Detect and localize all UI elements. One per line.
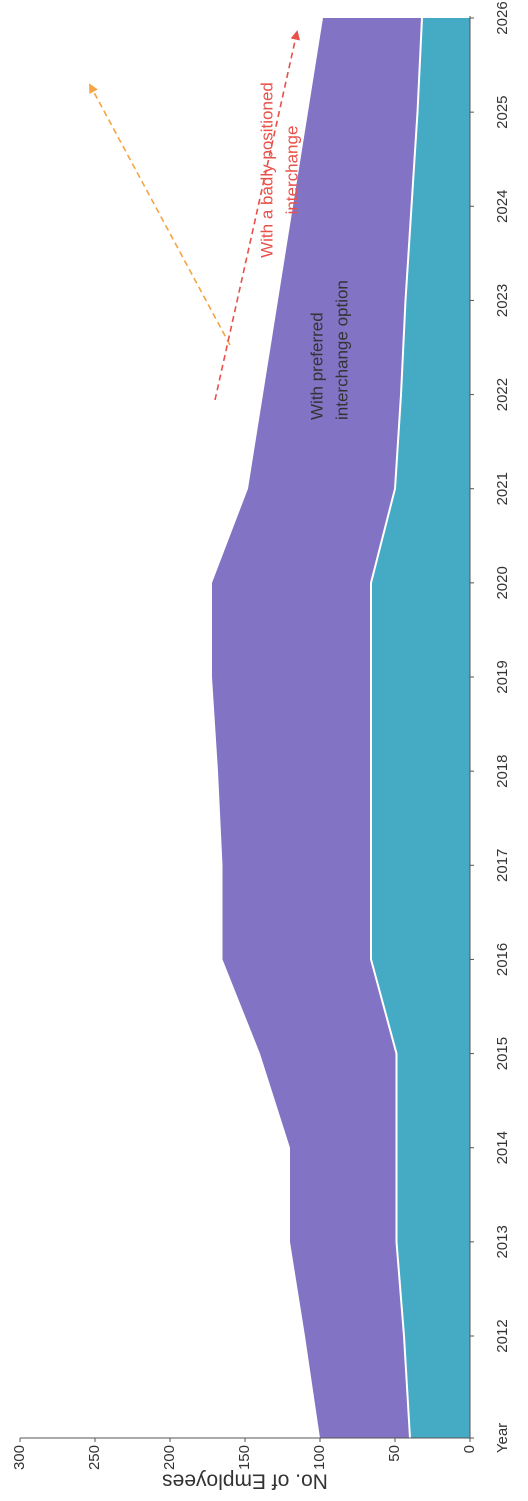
y-tick-label: 50 xyxy=(386,1445,403,1462)
x-tick-label: 2018 xyxy=(494,754,511,787)
annotation-text: interchange option xyxy=(332,280,351,420)
y-tick-label: 300 xyxy=(11,1445,28,1470)
x-tick-label: 2016 xyxy=(494,943,511,976)
x-tick-label: 2020 xyxy=(494,566,511,599)
x-tick-label: 2025 xyxy=(494,95,511,128)
rotated-plot: 0 50 100 150 200 250 300 No. of Employees Year 20… xyxy=(11,1,511,1492)
x-tick-label: Year xyxy=(494,1423,511,1453)
x-tick-label: 2024 xyxy=(494,190,511,223)
annotation-arrow xyxy=(89,83,231,346)
y-tick-label: 250 xyxy=(86,1445,103,1470)
annotation-text: With a badly positioned xyxy=(257,82,276,258)
x-tick-label: 2015 xyxy=(494,1037,511,1070)
y-tick-label: 200 xyxy=(161,1445,178,1470)
y-tick-label: 150 xyxy=(236,1445,253,1470)
annotation-arrow xyxy=(214,30,301,401)
x-tick-label: 2022 xyxy=(494,378,511,411)
y-tick-label: 100 xyxy=(311,1445,328,1470)
x-tick-label: 2023 xyxy=(494,284,511,317)
x-tick-label: 2019 xyxy=(494,660,511,693)
x-tick-label: 2012 xyxy=(494,1319,511,1352)
y-tick-label: 0 xyxy=(461,1445,478,1453)
x-tick-label: 2021 xyxy=(494,472,511,505)
area xyxy=(371,18,470,1438)
x-tick-label: 2017 xyxy=(494,849,511,882)
annotation-text: interchange xyxy=(282,126,301,215)
x-tick-label: 2013 xyxy=(494,1225,511,1258)
annotation-text: With preferred xyxy=(307,312,326,420)
series-boundary xyxy=(370,17,423,1439)
y-axis-title: No. of Employees xyxy=(162,1469,328,1492)
x-tick-label: 2026 xyxy=(494,1,511,34)
area xyxy=(212,18,422,1438)
x-tick-label: 2014 xyxy=(494,1131,511,1164)
